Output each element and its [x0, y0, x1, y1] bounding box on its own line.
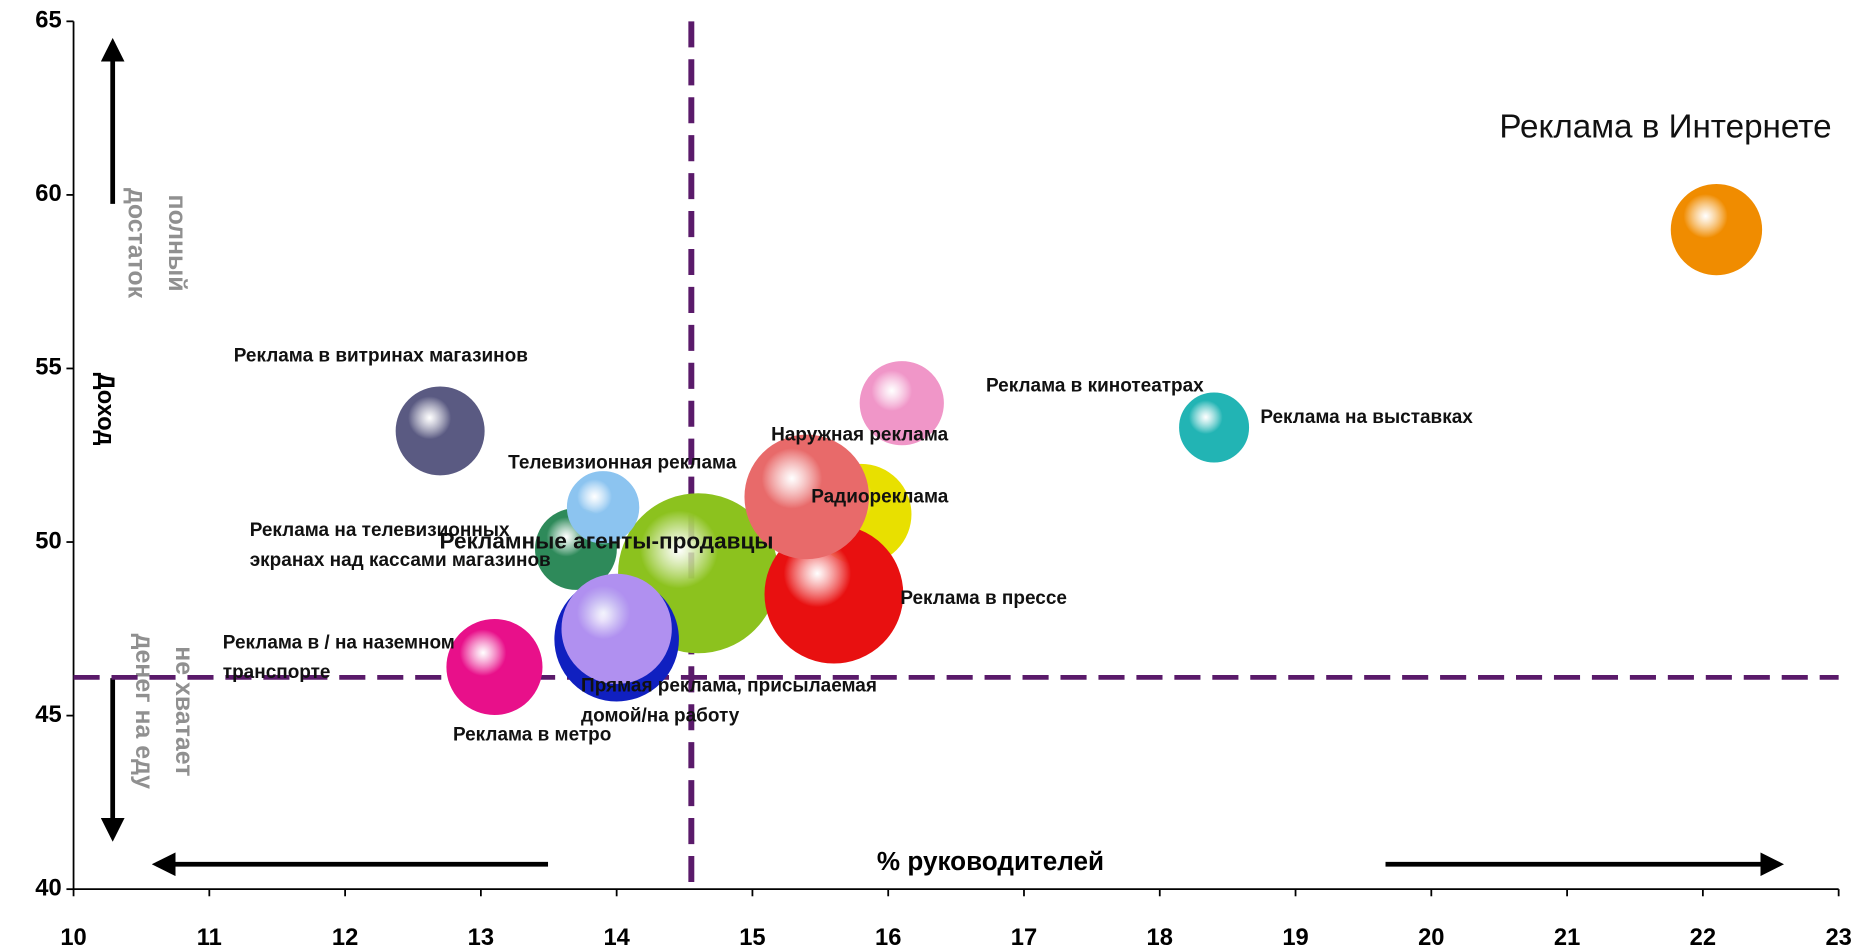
x-tick-label: 16: [875, 925, 901, 951]
x-axis-label: % руководителей: [877, 846, 1104, 876]
y-tick-label: 45: [35, 702, 61, 728]
x-tick-label: 13: [468, 925, 494, 951]
data-label: Наружная реклама: [771, 424, 948, 445]
data-label: Реклама в витринах магазинов: [234, 345, 528, 366]
y-axis-label: Доход: [92, 373, 118, 446]
data-label: Реклама в метро: [453, 725, 611, 746]
bubble: [446, 618, 543, 716]
x-tick-label: 19: [1282, 925, 1308, 951]
x-tick-label: 17: [1011, 925, 1037, 951]
annotation: денег на еду: [130, 634, 158, 789]
bubble: [395, 386, 485, 476]
data-label: Реклама на выставках: [1260, 407, 1473, 428]
y-tick-label: 55: [35, 355, 61, 381]
y-tick-label: 50: [35, 528, 61, 554]
x-tick-label: 11: [197, 925, 222, 951]
bubble: [1179, 392, 1250, 463]
data-label: Реклама в прессе: [900, 588, 1067, 609]
bubble: [561, 573, 672, 684]
data-label: Реклама в / на наземном: [223, 632, 455, 653]
data-label: Прямая реклама, присылаемая: [581, 676, 877, 697]
y-tick-label: 60: [35, 181, 61, 207]
data-label: экранах над кассами магазинов: [250, 550, 551, 571]
x-tick-label: 12: [332, 925, 358, 951]
data-label: Реклама в Интернете: [1499, 109, 1831, 146]
y-tick-label: 65: [35, 8, 61, 34]
x-tick-label: 15: [739, 925, 765, 951]
bubble: [859, 361, 944, 446]
data-label: домой/на работу: [581, 705, 740, 726]
x-tick-label: 14: [603, 925, 630, 951]
x-tick-label: 18: [1147, 925, 1173, 951]
bubble: [744, 434, 870, 560]
annotation: полный: [163, 195, 191, 292]
data-label: Реклама в кинотеатрах: [986, 376, 1204, 397]
data-label: Реклама на телевизионных: [250, 520, 510, 541]
y-tick-label: 40: [35, 875, 61, 901]
x-tick-label: 20: [1418, 925, 1444, 951]
x-tick-label: 22: [1690, 925, 1716, 951]
data-label: Рекламные агенты-продавцы: [440, 528, 774, 553]
bubble: [566, 471, 640, 544]
data-label: Телевизионная реклама: [508, 452, 737, 473]
data-label: Радиореклама: [811, 487, 949, 508]
annotation: не хватает: [170, 646, 198, 776]
data-label: транспорте: [223, 662, 331, 683]
x-tick-label: 21: [1554, 925, 1580, 951]
x-tick-label: 10: [60, 925, 86, 951]
x-tick-label: 23: [1825, 925, 1851, 951]
bubble: [1670, 183, 1763, 276]
annotation: достаток: [123, 188, 151, 299]
